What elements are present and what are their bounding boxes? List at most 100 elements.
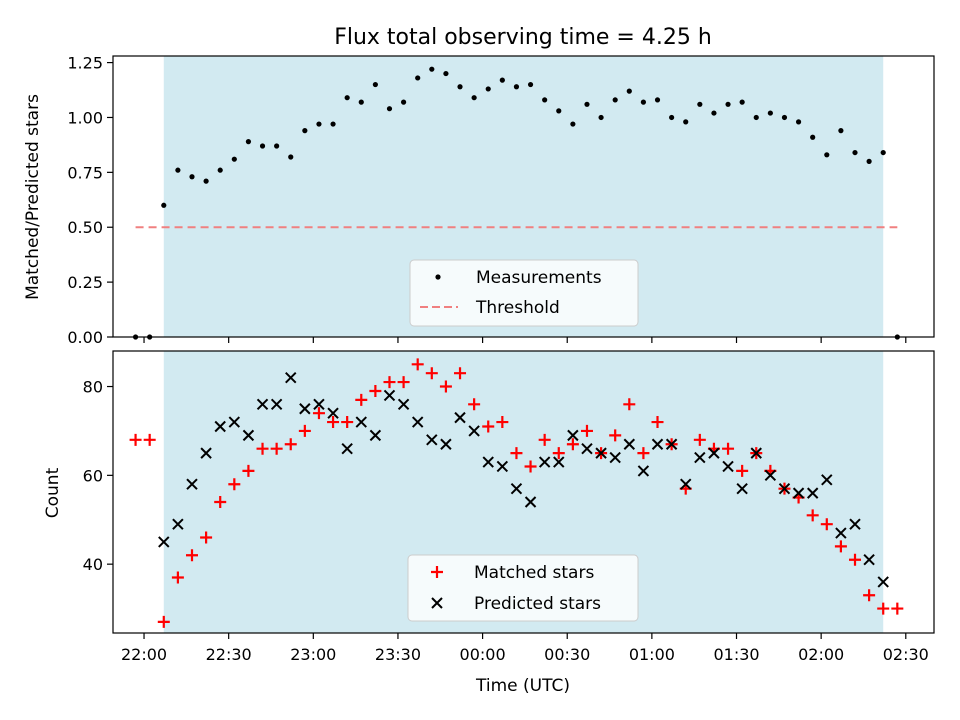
measurement-point [598,114,604,121]
y-tick-label: 0.00 [67,328,103,347]
matched-star-point [312,407,325,420]
matched-star-point [383,376,396,389]
matched-star-point [157,615,170,628]
predicted-star-point [355,416,367,428]
top-x-ticks [143,337,907,343]
predicted-star-point [496,460,509,473]
matched-legend-marker [431,566,443,578]
predicted-star-point [722,460,734,473]
legend-predicted-stars: Predicted stars [474,594,601,614]
measurement-point [711,110,717,116]
predicted-star-point [835,527,847,539]
measurement-point [288,154,294,160]
predicted-star-point [454,411,466,424]
predicted-star-point [694,451,706,464]
measurement-point [753,114,759,121]
predicted-star-point [651,438,664,450]
matched-star-point [256,442,269,455]
predicted-star-point [637,465,650,477]
measurement-point [542,97,548,103]
predicted-star-point [750,447,762,459]
predicted-star-point [665,438,678,450]
measurement-point [429,66,435,72]
measurement-point [175,167,181,173]
predicted-star-point [595,447,607,459]
predicted-star-point [468,425,480,437]
predicted-star-point [270,398,283,410]
predicted-star-point [383,389,396,402]
matched-star-point [482,420,495,433]
y-tick-label: 0.25 [67,273,103,292]
matched-star-point [397,376,410,389]
x-tick-label: 23:30 [375,645,421,664]
y-tick-label: 1.00 [67,108,103,127]
count-panel: 40 60 80 22:00 22:30 23:00 23:30 00:00 00:30 01:… [43,350,935,696]
matched-star-point [439,380,452,393]
top-legend: Measurements Threshold [409,259,639,327]
predicted-star-point [778,482,791,495]
matched-star-point [454,367,467,380]
bottom-legend-box [407,554,639,622]
matched-star-point [341,416,354,429]
matched-star-point [609,429,622,442]
measurements-legend-marker [435,274,441,280]
measurement-point [767,110,773,116]
matched-star-point [538,433,551,446]
legend-matched-stars: Matched stars [474,563,594,583]
predicted-star-point [764,469,777,482]
y-tick-label: 1.25 [67,54,103,73]
measurement-point [866,158,872,164]
predicted-star-point [792,487,805,499]
predicted-star-point [510,482,523,495]
measurement-point [358,99,364,105]
x-tick-label: 02:30 [883,645,929,664]
matched-star-point [327,416,340,429]
predicted-star-point [863,554,875,566]
matched-star-point [820,518,833,531]
top-y-axis-label: Matched/Predicted stars [23,94,43,300]
measurement-point [161,202,167,208]
predicted-star-point [806,487,819,499]
matched-star-point [411,358,424,371]
measurement-point [245,139,252,145]
measurement-point [725,101,731,107]
predicted-star-point [849,518,861,530]
measurement-point [231,156,237,162]
matched-star-point [355,393,368,406]
matched-star-point [863,589,876,602]
bottom-axes-frame [112,350,935,634]
matched-star-point [143,433,156,446]
predicted-legend-marker [431,597,443,609]
measurement-point [654,97,661,103]
matched-star-point [834,540,847,553]
matched-star-point [566,438,579,451]
matched-star-point [580,424,593,437]
matched-star-point [242,464,255,477]
y-tick-label: 80 [83,378,103,397]
matched-star-point [171,571,184,584]
measurement-point [400,99,407,105]
legend-threshold: Threshold [475,298,560,318]
matched-star-point [693,433,706,446]
predicted-star-point [708,447,720,459]
chart-title: Flux total observing time = 4.25 h [334,25,712,50]
measurement-point [471,95,477,101]
matched-star-point [552,447,565,460]
matched-star-point [651,416,664,429]
top-legend-box [409,259,639,327]
x-tick-label: 22:00 [121,645,167,664]
predicted-star-point [567,429,579,442]
x-tick-label: 00:30 [544,645,590,664]
matched-star-point [510,447,523,460]
matched-star-point [298,424,311,437]
matched-star-point [722,442,735,455]
matched-star-point [129,433,142,446]
bottom-y-ticks: 40 60 80 [83,378,113,574]
matched-star-point [425,367,438,380]
measurement-point [880,149,886,156]
predicted-star-point [426,434,438,446]
x-tick-label: 01:00 [629,645,675,664]
measurement-point [556,108,562,114]
measurement-point [838,128,844,134]
